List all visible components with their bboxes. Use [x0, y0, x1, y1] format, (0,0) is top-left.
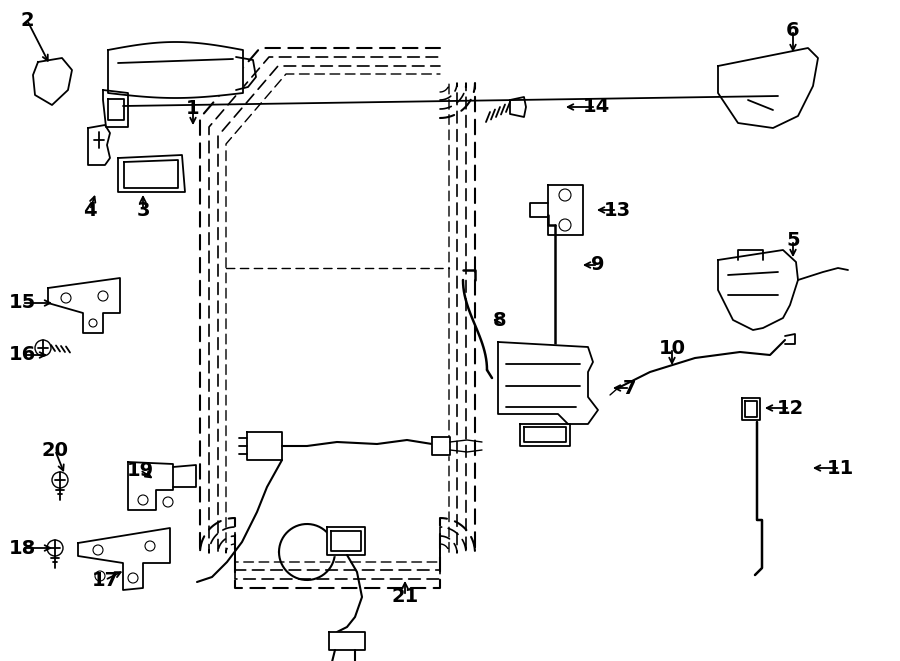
Polygon shape — [88, 125, 110, 165]
Polygon shape — [520, 424, 570, 446]
Polygon shape — [128, 462, 173, 510]
Polygon shape — [718, 48, 818, 128]
Text: 3: 3 — [136, 200, 149, 219]
Polygon shape — [247, 432, 282, 460]
Polygon shape — [432, 437, 450, 455]
Polygon shape — [742, 398, 760, 420]
Polygon shape — [329, 632, 365, 650]
Polygon shape — [78, 528, 170, 590]
Text: 12: 12 — [777, 399, 804, 418]
Text: 17: 17 — [92, 570, 119, 590]
Text: 8: 8 — [493, 311, 507, 329]
Polygon shape — [103, 90, 128, 127]
Text: 16: 16 — [8, 346, 36, 364]
Text: 21: 21 — [392, 586, 418, 605]
Text: 5: 5 — [787, 231, 800, 249]
Text: 15: 15 — [8, 293, 36, 313]
Text: 9: 9 — [591, 256, 605, 274]
Polygon shape — [498, 342, 598, 424]
Text: 4: 4 — [83, 200, 97, 219]
Text: 13: 13 — [603, 200, 631, 219]
Text: 11: 11 — [826, 459, 853, 477]
Text: 1: 1 — [186, 98, 200, 118]
Polygon shape — [108, 42, 243, 98]
Text: 19: 19 — [126, 461, 154, 479]
Text: 20: 20 — [41, 440, 68, 459]
Polygon shape — [510, 97, 526, 117]
Text: 10: 10 — [659, 338, 686, 358]
Text: 18: 18 — [8, 539, 36, 557]
Text: 2: 2 — [20, 11, 34, 30]
Text: 7: 7 — [623, 379, 637, 397]
Polygon shape — [118, 155, 185, 192]
Polygon shape — [718, 250, 798, 330]
Polygon shape — [48, 278, 120, 333]
Text: 14: 14 — [582, 98, 609, 116]
Polygon shape — [33, 58, 72, 105]
Text: 6: 6 — [787, 20, 800, 40]
Polygon shape — [548, 185, 583, 235]
Polygon shape — [327, 527, 365, 555]
